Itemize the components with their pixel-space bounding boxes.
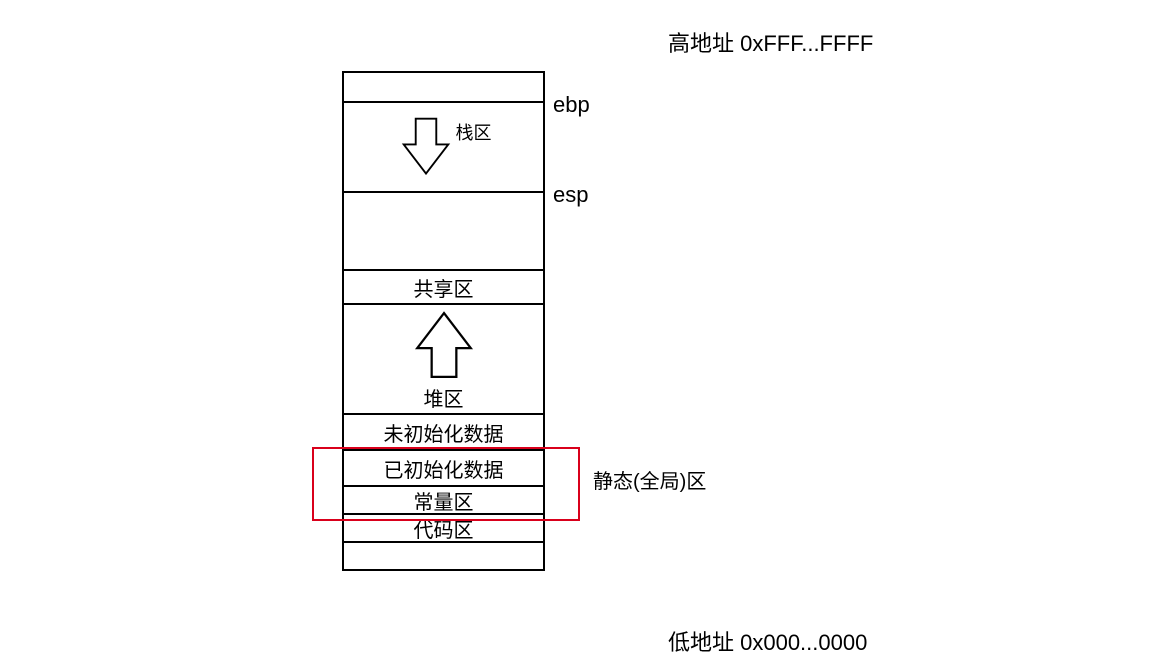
shared-label: 共享区 <box>414 273 474 302</box>
stack-grows-down-arrow <box>396 117 456 177</box>
heap-label: 堆区 <box>424 383 464 412</box>
data-label: 已初始化数据 <box>384 454 504 483</box>
text-label: 代码区 <box>414 514 474 543</box>
segment-bottom-gap <box>342 541 545 571</box>
segment-stack: 栈区 <box>342 101 545 193</box>
bss-label: 未初始化数据 <box>384 418 504 447</box>
segment-mid-gap <box>342 191 545 271</box>
high-address-label: 高地址 0xFFF...FFFF <box>668 26 873 58</box>
segment-bss: 未初始化数据 <box>342 413 545 451</box>
segment-data: 已初始化数据 <box>342 449 545 487</box>
stack-label: 栈区 <box>456 119 492 145</box>
segment-text: 代码区 <box>342 513 545 543</box>
memory-layout-diagram: 栈区 共享区 堆区 未初始化数据 已初始化数据 常量区 代码区 <box>342 71 545 571</box>
segment-rodata: 常量区 <box>342 485 545 515</box>
static-region-label: 静态(全局)区 <box>593 465 706 494</box>
segment-top-gap <box>342 71 545 103</box>
rodata-label: 常量区 <box>414 486 474 515</box>
ebp-pointer-label: ebp <box>553 92 590 118</box>
segment-shared: 共享区 <box>342 269 545 305</box>
low-address-label: 低地址 0x000...0000 <box>668 625 867 657</box>
segment-heap: 堆区 <box>342 303 545 415</box>
heap-grows-up-arrow <box>413 309 475 381</box>
esp-pointer-label: esp <box>553 182 588 208</box>
